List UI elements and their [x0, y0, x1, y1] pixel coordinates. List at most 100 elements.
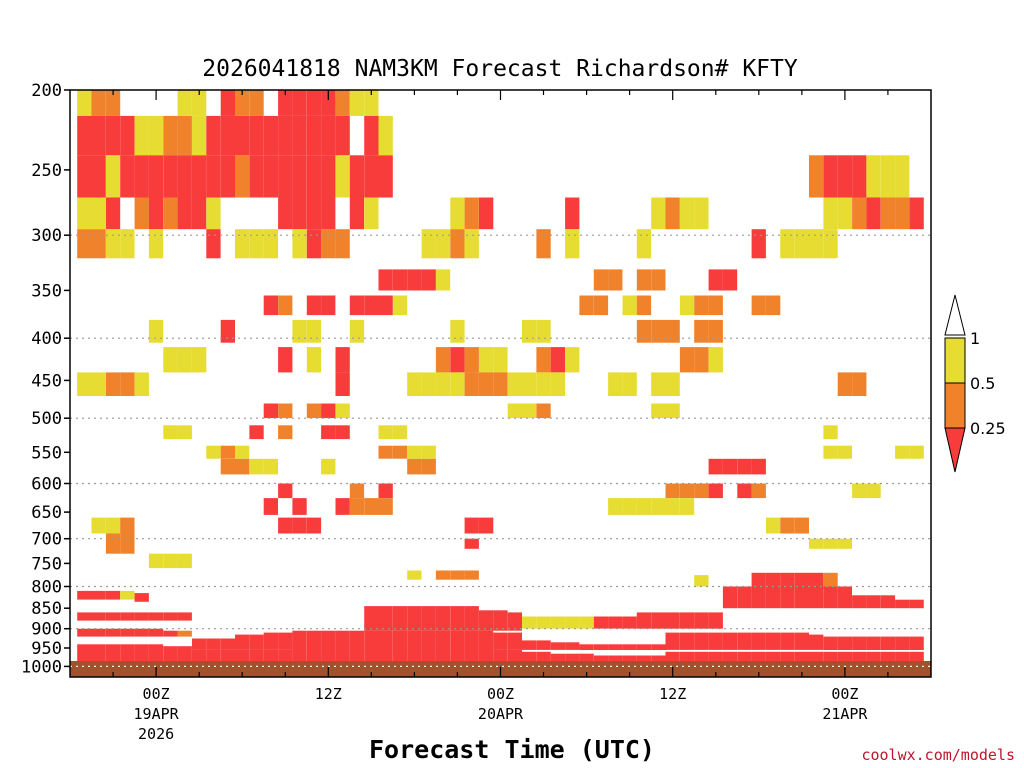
heatmap-cell	[163, 425, 178, 440]
heatmap-cell	[435, 630, 451, 650]
heatmap-cell	[278, 403, 293, 419]
heatmap-cell	[909, 197, 924, 230]
heatmap-cell	[134, 612, 149, 621]
heatmap-cell	[435, 229, 451, 259]
heatmap-cell	[593, 644, 609, 650]
heatmap-cell	[522, 616, 537, 629]
heatmap-cell	[694, 347, 709, 373]
heatmap-cell	[866, 636, 881, 650]
heatmap-cell	[392, 295, 408, 316]
heatmap-cell	[321, 197, 336, 230]
heatmap-cell	[679, 612, 695, 629]
heatmap-cell	[880, 197, 896, 230]
heatmap-cell	[622, 295, 637, 316]
heatmap-cell	[464, 570, 479, 580]
heatmap-cell	[306, 649, 322, 661]
heatmap-cell	[479, 630, 494, 650]
time-axis: 00Z 19APR 2026 12Z 00Z 20APR 12Z 00Z 21APR	[112, 90, 889, 743]
heatmap-cell	[852, 483, 867, 499]
heatmap-cell	[608, 655, 623, 661]
heatmap-cell	[636, 269, 652, 291]
heatmap-cell	[249, 634, 264, 650]
heatmap-cell	[651, 498, 666, 515]
heatmap-cell	[708, 458, 723, 475]
heatmap-cell	[751, 229, 766, 259]
heatmap-cell	[909, 599, 924, 609]
heatmap-cell	[823, 651, 838, 661]
heatmap-cell	[148, 319, 164, 343]
heatmap-cell	[292, 319, 307, 343]
heatmap-cell	[278, 90, 293, 116]
heatmap-cell	[780, 517, 795, 534]
heatmap-cell	[866, 197, 881, 230]
y-tick-label: 850	[31, 599, 62, 619]
heatmap-cell	[708, 319, 723, 343]
heatmap-cell	[450, 630, 465, 650]
heatmap-cell	[852, 651, 867, 661]
heatmap-cell	[507, 632, 522, 650]
heatmap-cell	[708, 269, 723, 291]
heatmap-cell	[105, 628, 121, 637]
heatmap-cell	[565, 229, 580, 259]
heatmap-cell	[148, 553, 164, 569]
heatmap-cell	[651, 197, 666, 230]
heatmap-cell	[450, 649, 465, 661]
heatmap-cell	[77, 115, 92, 156]
heatmap-cell	[794, 651, 809, 661]
heatmap-cell	[306, 295, 322, 316]
y-tick-label: 350	[31, 281, 62, 301]
heatmap-cell	[479, 517, 494, 534]
heatmap-cell	[292, 90, 307, 116]
heatmap-cell	[809, 155, 824, 198]
heatmap-cell	[565, 197, 580, 230]
heatmap-cell	[622, 616, 637, 629]
heatmap-cell	[177, 630, 192, 637]
heatmap-cell	[364, 155, 379, 198]
heatmap-cell	[450, 229, 465, 259]
heatmap-cell	[306, 155, 322, 198]
heatmap-cell	[565, 616, 580, 629]
heatmap-cell	[335, 115, 350, 156]
heatmap-cell	[220, 90, 235, 116]
heatmap-cell	[392, 606, 408, 631]
heatmap-cell	[852, 155, 867, 198]
heatmap-cell	[177, 90, 192, 116]
heatmap-cell	[823, 155, 838, 198]
heatmap-cell	[235, 115, 250, 156]
heatmap-cell	[306, 347, 322, 373]
heatmap-cell	[421, 269, 436, 291]
heatmap-cell	[407, 269, 422, 291]
heatmap-cell	[249, 425, 264, 440]
heatmap-cell	[464, 538, 479, 549]
heatmap-cell	[622, 498, 637, 515]
heatmap-cell	[895, 445, 910, 459]
heatmap-cell	[306, 630, 322, 650]
heatmap-cell	[536, 372, 551, 396]
heatmap-cell	[694, 632, 709, 650]
heatmap-cell	[450, 197, 465, 230]
heatmap-cell	[565, 642, 580, 650]
heatmap-cell	[608, 372, 623, 396]
heatmap-cell	[593, 269, 609, 291]
heatmap-cell	[837, 538, 852, 549]
heatmap-cell	[378, 295, 393, 316]
heatmap-cell	[263, 458, 278, 475]
heatmap-cell	[364, 606, 379, 631]
heatmap-cell	[479, 610, 494, 631]
heatmap-cell	[378, 269, 393, 291]
heatmap-cell	[536, 640, 551, 650]
heatmap-cell	[91, 115, 106, 156]
heatmap-cell	[450, 319, 465, 343]
heatmap-cell	[220, 155, 235, 198]
heatmap-cell	[278, 483, 293, 499]
heatmap-cell	[91, 229, 106, 259]
heatmap-cell	[593, 295, 609, 316]
heatmap-cell	[651, 319, 666, 343]
heatmap-cell	[737, 483, 752, 499]
heatmap-cell	[364, 649, 379, 661]
heatmap-cell	[909, 636, 924, 650]
heatmap-cell	[120, 644, 135, 661]
heatmap-cell	[206, 115, 221, 156]
heatmap-cell	[163, 630, 178, 637]
heatmap-cell	[292, 115, 307, 156]
